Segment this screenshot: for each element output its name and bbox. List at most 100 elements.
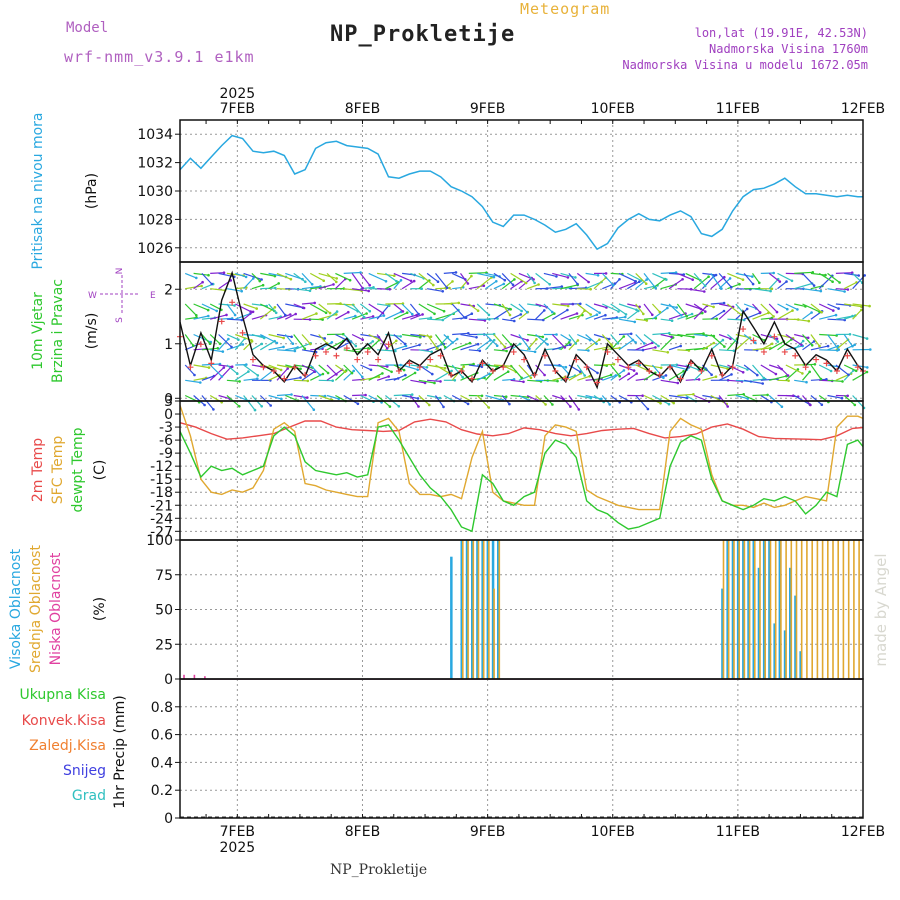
wind-arrow-head (466, 282, 470, 285)
wind-arrow-head (335, 313, 338, 316)
wind-arrow (818, 275, 833, 290)
wind-arrow (260, 287, 276, 290)
wind-arrow (768, 340, 785, 351)
wind-arrow-head (722, 301, 726, 305)
y-tick-label: 1028 (137, 212, 173, 228)
wind-arrow (643, 303, 653, 316)
wind-arrow-head (801, 372, 804, 375)
wind-arrow (627, 272, 642, 282)
wind-gust-marker (416, 364, 423, 371)
wind-arrow (301, 371, 315, 381)
wind-arrow (626, 373, 638, 381)
wind-arrow-head (321, 318, 324, 321)
wind-arrow-head (676, 381, 680, 385)
wind-arrow (568, 372, 582, 381)
wind-arrow (293, 288, 311, 292)
wind-arrow-head (730, 373, 733, 376)
wind-arrow (552, 394, 564, 400)
wind-gust-marker (229, 299, 236, 306)
wind-arrow (752, 288, 771, 292)
wind-arrow (368, 315, 385, 320)
wind-arrow (576, 310, 586, 320)
wind-arrow (510, 343, 521, 351)
wind-arrow-head (860, 308, 863, 312)
wind-arrow (835, 364, 849, 376)
wind-arrow (326, 394, 339, 400)
wind-arrow-head (681, 278, 684, 281)
wind-arrow-head (445, 286, 449, 290)
credit-watermark: made by Angel (872, 553, 890, 666)
wind-arrow (268, 346, 284, 351)
wind-arrow (794, 282, 813, 290)
wind-arrow-head (796, 308, 799, 311)
wind-arrow-head (635, 372, 638, 375)
wind-arrow-head (564, 365, 568, 369)
wind-arrow (443, 334, 454, 343)
wind-arrow (827, 272, 840, 283)
wind-arrow (468, 285, 484, 290)
wind-arrow (710, 334, 725, 348)
wind-arrow-head (463, 316, 466, 319)
cloud-bar (752, 540, 755, 679)
wind-arrow (318, 283, 334, 290)
wind-arrow-head (723, 345, 726, 348)
wind-arrow-head (526, 338, 529, 342)
wind-arrow-head (775, 337, 779, 341)
wind-arrow (552, 272, 569, 278)
top-day-label: 12FEB (841, 101, 885, 117)
wind-arrow (343, 334, 357, 347)
wind-arrow (794, 379, 807, 383)
wind-arrow (727, 393, 744, 397)
wind-arrow-head (535, 338, 538, 341)
wind-arrow-head (772, 271, 775, 275)
y-tick-label: 0 (164, 672, 173, 688)
wind-arrow (543, 395, 553, 405)
wind-arrow (610, 334, 619, 344)
wind-arrow-head (812, 340, 816, 343)
wind-arrow-head (751, 275, 754, 278)
wind-arrow (310, 333, 325, 339)
wind-arrow-head (309, 342, 312, 346)
wind-arrow-head (780, 405, 784, 409)
wind-arrow (793, 340, 804, 351)
wind-arrow-head (199, 381, 202, 384)
wind-arrow (718, 273, 732, 288)
cloud-bar (721, 588, 724, 679)
cloud-bar (450, 556, 453, 679)
wind-arrow (710, 302, 725, 305)
wind-arrow (668, 313, 686, 320)
wind-arrow (210, 349, 223, 353)
wind-arrow (393, 334, 406, 345)
wind-arrow-head (680, 314, 683, 317)
wind-arrow (351, 333, 363, 341)
wind-arrow (835, 272, 853, 274)
wind-arrow (377, 272, 395, 277)
wind-gust-marker (385, 341, 392, 348)
wind-arrow (635, 342, 653, 351)
wind-arrow (752, 394, 768, 397)
wind-arrow (443, 271, 457, 274)
wind-arrow (193, 315, 209, 320)
wind-arrow (785, 345, 803, 351)
cloud-bar (733, 540, 735, 679)
wind-arrow-head (563, 346, 567, 349)
wind-arrow (660, 271, 677, 274)
wind-arrow-head (361, 286, 364, 290)
wind-arrow-head (810, 344, 814, 347)
wind-arrow (452, 332, 469, 336)
wind-arrow-head (738, 282, 741, 286)
wind-arrow (735, 272, 753, 278)
y-tick-label: 3 (164, 394, 173, 410)
wind-arrow (685, 303, 702, 310)
wind-arrow (435, 273, 448, 289)
wind-arrow (427, 379, 441, 382)
cloud-bar (736, 540, 740, 679)
wind-arrow-head (608, 403, 611, 406)
wind-arrow-head (382, 314, 386, 317)
temp2m-line (179, 418, 864, 441)
wind-arrow (844, 314, 856, 320)
wind-arrow-head (328, 311, 332, 315)
wind-arrow (451, 342, 471, 351)
wind-arrow-head (261, 283, 265, 287)
